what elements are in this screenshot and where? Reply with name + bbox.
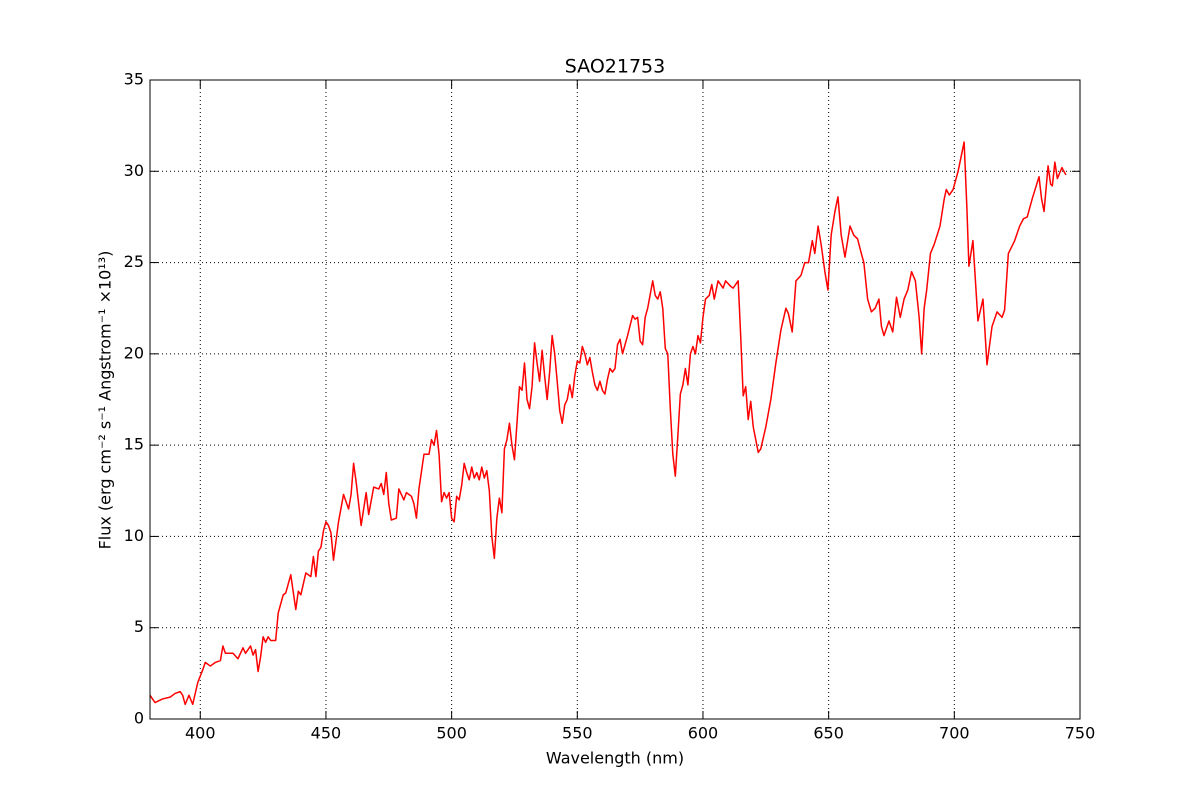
x-axis-label: Wavelength (nm) <box>546 749 684 768</box>
y-tick-label: 35 <box>124 70 144 89</box>
y-tick-label: 0 <box>134 709 144 728</box>
x-tick-label: 500 <box>436 724 467 743</box>
y-tick-label: 10 <box>124 526 144 545</box>
y-tick-label: 5 <box>134 617 144 636</box>
y-tick-label: 15 <box>124 435 144 454</box>
x-tick-label: 600 <box>688 724 719 743</box>
y-tick-label: 30 <box>124 161 144 180</box>
x-tick-label: 650 <box>813 724 844 743</box>
y-axis-label: Flux (erg cm⁻² s⁻¹ Angstrom⁻¹ ×10¹³) <box>96 251 115 550</box>
x-tick-label: 400 <box>185 724 216 743</box>
y-tick-label: 25 <box>124 252 144 271</box>
x-tick-label: 450 <box>311 724 342 743</box>
x-tick-label: 550 <box>562 724 593 743</box>
plot-frame <box>149 79 1081 720</box>
chart-title: SAO21753 <box>565 56 665 78</box>
y-tick-label: 20 <box>124 343 144 362</box>
x-tick-label: 750 <box>1065 724 1096 743</box>
x-tick-label: 700 <box>939 724 970 743</box>
spectrum-line <box>149 141 1067 706</box>
